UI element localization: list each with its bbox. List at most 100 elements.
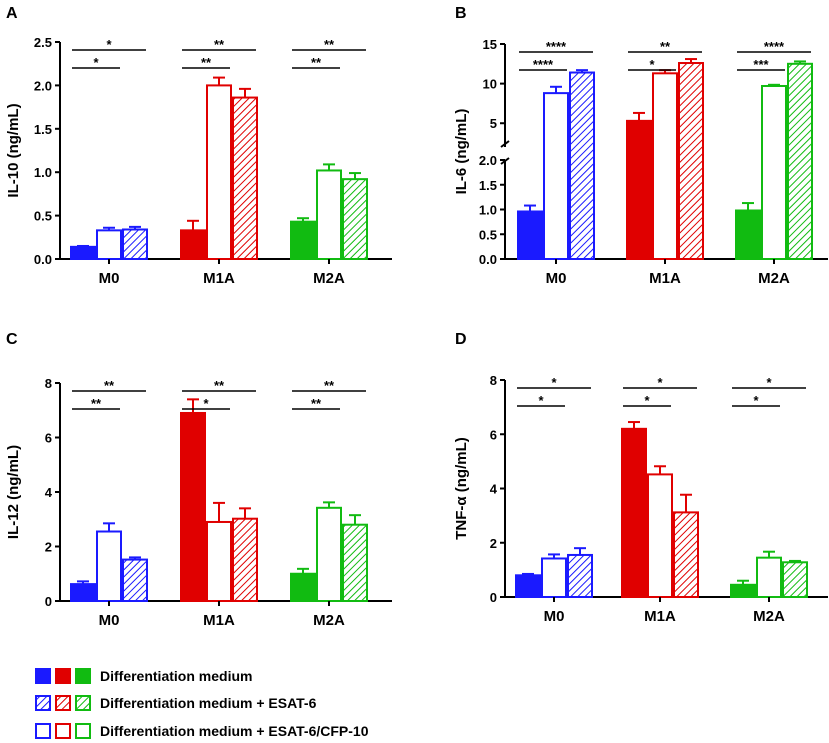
x-tick-label: M0 (99, 270, 120, 287)
significance-label: ** (104, 378, 115, 393)
bar-M0-solid (517, 210, 543, 260)
legend-swatch-M0-solid (35, 668, 51, 684)
axis-break-mark (500, 140, 510, 148)
y-tick-label: 1.0 (479, 203, 497, 218)
legend-swatch-M1A-solid (55, 668, 71, 684)
bar-M2A-solid (290, 220, 316, 260)
bar-M0-hatched (122, 558, 148, 603)
bar-M2A-open (756, 556, 782, 599)
y-axis-label: IL-10 (ng/mL) (5, 103, 22, 197)
y-tick-label: 5 (490, 116, 497, 131)
bar-M1A-hatched (232, 96, 258, 260)
bar-M1A-open (206, 84, 232, 261)
y-tick-label: 10 (483, 77, 497, 92)
significance-label: **** (764, 39, 785, 54)
bar-M0-solid (70, 583, 96, 602)
bar-M2A-solid (735, 209, 761, 261)
bar-M0-solid (515, 574, 541, 598)
y-tick-label: 1.0 (34, 165, 52, 180)
y-tick-label: 0 (45, 594, 52, 609)
y-tick-label: 0.0 (34, 252, 52, 267)
significance-label: ** (324, 37, 335, 52)
y-tick-label: 15 (483, 37, 497, 52)
significance-label: ** (660, 39, 671, 54)
bar-M2A-open (316, 169, 342, 261)
x-tick-label: M1A (649, 270, 681, 287)
bar-M0-open (543, 92, 569, 260)
significance-label: ** (91, 396, 102, 411)
bar-M2A-hatched (787, 62, 813, 260)
y-tick-label: 0 (490, 590, 497, 605)
significance-label: * (203, 396, 209, 411)
x-tick-label: M1A (203, 612, 235, 629)
y-tick-label: 8 (490, 373, 497, 388)
y-tick-label: 2.5 (34, 35, 52, 50)
bar-M0-hatched (569, 71, 595, 261)
bar-M1A-solid (180, 229, 206, 261)
bar-M1A-open (652, 72, 678, 260)
significance-label: ** (324, 378, 335, 393)
legend-label: Differentiation medium (100, 668, 252, 684)
legend-swatch-M2A-open (75, 723, 91, 739)
panel-label: A (6, 5, 18, 22)
y-tick-label: 1.5 (34, 122, 52, 137)
significance-label: * (93, 55, 99, 70)
bar-M2A-hatched (342, 523, 368, 603)
bar-M0-open (96, 530, 122, 603)
bar-M0-solid (70, 245, 96, 261)
legend: Differentiation medium Differentiation me… (35, 668, 369, 739)
panel-label: C (6, 331, 18, 348)
bar-M1A-hatched (232, 517, 258, 603)
significance-label: * (753, 393, 759, 408)
significance-label: * (538, 393, 544, 408)
y-tick-label: 4 (490, 482, 498, 497)
legend-label: Differentiation medium + ESAT-6 (100, 695, 317, 711)
bar-M1A-open (647, 473, 673, 598)
y-tick-label: 2 (490, 536, 497, 551)
x-tick-label: M2A (313, 612, 345, 629)
panel-A: A IL-10 (ng/mL) 0.0 0.5 1.0 1.5 2.0 2.5 M0 ** M1A *… (5, 5, 392, 287)
y-tick-label: 6 (45, 431, 52, 446)
y-tick-label: 6 (490, 427, 497, 442)
significance-label: ** (214, 37, 225, 52)
bar-M2A-hatched (782, 561, 808, 599)
significance-label: * (551, 375, 557, 390)
x-tick-label: M0 (99, 612, 120, 629)
significance-label: * (657, 375, 663, 390)
bar-M1A-hatched (673, 511, 699, 598)
x-tick-label: M1A (203, 270, 235, 287)
bar-M2A-solid (290, 572, 316, 602)
bar-M2A-open (316, 506, 342, 602)
y-tick-label: 2.0 (34, 78, 52, 93)
legend-swatch-M1A-open (55, 723, 71, 739)
bar-M0-hatched (567, 553, 593, 598)
x-tick-label: M2A (758, 270, 790, 287)
bar-M0-open (96, 229, 122, 261)
bar-M2A-solid (730, 583, 756, 599)
significance-label: ** (311, 55, 322, 70)
legend-swatch-M1A-hatched (55, 695, 71, 711)
y-tick-label: 2.0 (479, 153, 497, 168)
significance-label: ** (201, 55, 212, 70)
significance-label: *** (753, 57, 769, 72)
x-tick-label: M0 (544, 608, 565, 625)
x-tick-label: M2A (313, 270, 345, 287)
y-tick-label: 0.5 (34, 209, 52, 224)
y-axis-label: IL-6 (ng/mL) (453, 109, 470, 195)
legend-label: Differentiation medium + ESAT-6/CFP-10 (100, 723, 369, 739)
panel-label: D (455, 331, 467, 348)
legend-swatch-M2A-hatched (75, 695, 91, 711)
significance-label: * (644, 393, 650, 408)
y-tick-label: 2 (45, 540, 52, 555)
bar-M1A-solid (626, 119, 652, 260)
significance-label: ** (214, 378, 225, 393)
significance-label: * (649, 57, 655, 72)
significance-label: * (766, 375, 772, 390)
y-axis-label: TNF-α (ng/mL) (453, 437, 470, 540)
panel-B: BIL-6 (ng/mL)0.00.51.01.52.051015M0*****… (453, 5, 828, 287)
significance-label: **** (533, 57, 554, 72)
legend-swatch-M0-hatched (35, 695, 51, 711)
bar-M1A-hatched (678, 62, 704, 261)
